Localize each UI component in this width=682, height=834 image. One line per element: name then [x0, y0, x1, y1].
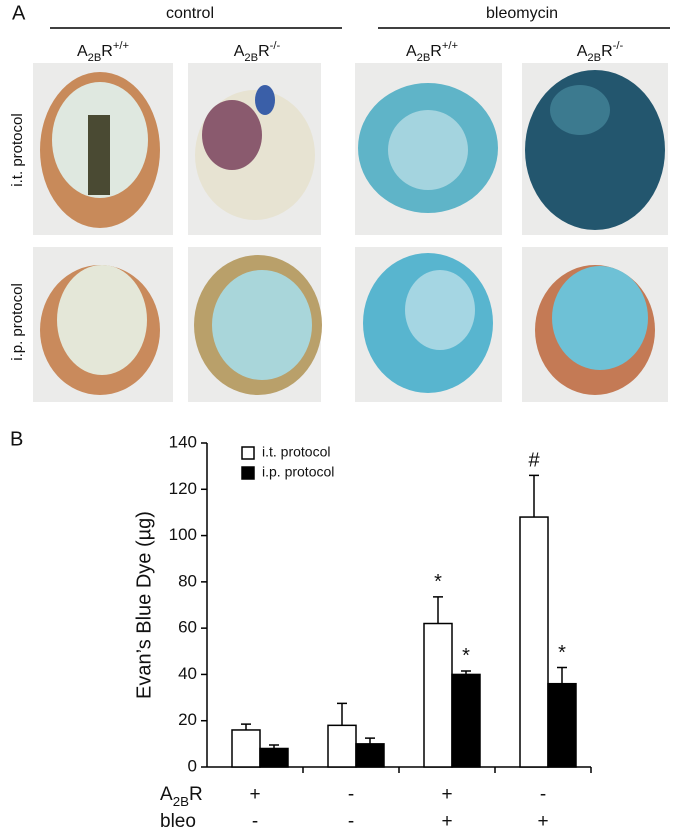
- y-tick-label: 40: [178, 664, 197, 683]
- label-part: A: [577, 43, 588, 60]
- bar: [547, 682, 577, 768]
- bar: [519, 516, 549, 768]
- lung: [212, 270, 312, 380]
- panel-label: B: [10, 428, 23, 450]
- lung: [57, 265, 147, 375]
- error-bar: [433, 596, 443, 624]
- label-part: R: [189, 784, 203, 805]
- legend-label: i.t. protocol: [262, 444, 330, 460]
- lung: [405, 270, 475, 350]
- label-part: 2B: [244, 52, 258, 64]
- label-part: R: [101, 43, 113, 60]
- label-part: 2B: [587, 52, 601, 64]
- significance: *: [462, 645, 470, 667]
- x-row-value: -: [540, 784, 546, 805]
- significance: *: [434, 571, 442, 593]
- significance: #: [528, 450, 540, 472]
- y-tick-label: 60: [178, 618, 197, 637]
- bar: [451, 673, 481, 768]
- error-bar: [269, 744, 279, 749]
- label-part: A: [234, 43, 245, 60]
- label-part: 2B: [173, 794, 189, 809]
- label-part: 2B: [417, 52, 431, 64]
- label-part: A: [77, 43, 88, 60]
- x-row-value: +: [441, 811, 452, 832]
- label: A2BR-/-: [577, 40, 624, 64]
- lung: [552, 266, 648, 370]
- bar: [423, 622, 453, 768]
- lung-photos: [33, 63, 668, 402]
- y-tick-label: 120: [169, 479, 197, 498]
- bar: [355, 743, 385, 768]
- label: A2BR+/+: [77, 40, 129, 64]
- label: bleo: [160, 811, 196, 832]
- x-row-value: +: [537, 811, 548, 832]
- label: A2BR-/-: [234, 40, 281, 64]
- lung: [255, 85, 275, 115]
- label-part: 2B: [88, 52, 102, 64]
- row-label: i.p. protocol: [9, 283, 26, 361]
- y-tick-label: 20: [178, 710, 197, 729]
- label-part: A: [406, 43, 417, 60]
- y-tick-label: 140: [169, 432, 197, 451]
- label-part: A: [160, 784, 173, 805]
- label-part: -/-: [613, 40, 624, 52]
- group-label: bleomycin: [486, 5, 558, 22]
- lung: [388, 110, 468, 190]
- x-row-value: -: [348, 784, 354, 805]
- y-tick-label: 100: [169, 525, 197, 544]
- y-axis-label: Evan’s Blue Dye (µg): [133, 511, 155, 699]
- label: A2BR+/+: [406, 40, 458, 64]
- label-part: +/+: [442, 40, 458, 52]
- lung: [88, 115, 110, 195]
- error-bar: [557, 666, 567, 684]
- label-part: -/-: [270, 40, 281, 52]
- panel-label: A: [12, 2, 26, 24]
- error-bar: [241, 723, 251, 730]
- lung: [550, 85, 610, 135]
- bar: [327, 724, 357, 768]
- label-part: bleo: [160, 811, 196, 832]
- group-label: control: [166, 5, 214, 22]
- legend-swatch: [241, 466, 255, 480]
- row-label: i.t. protocol: [9, 113, 26, 186]
- legend-label: i.p. protocol: [262, 464, 334, 480]
- bar: [259, 747, 289, 768]
- lung: [202, 100, 262, 170]
- x-row-value: -: [252, 811, 258, 832]
- y-tick-label: 80: [178, 571, 197, 590]
- x-row-value: +: [441, 784, 452, 805]
- label-part: R: [258, 43, 270, 60]
- y-tick-label: 0: [188, 756, 197, 775]
- label: A2BR: [160, 784, 203, 809]
- bar: [231, 729, 261, 768]
- label-part: +/+: [113, 40, 129, 52]
- x-row-value: +: [249, 784, 260, 805]
- x-row-value: -: [348, 811, 354, 832]
- label-part: R: [430, 43, 442, 60]
- significance: *: [558, 642, 566, 664]
- error-bar: [529, 474, 539, 518]
- error-bar: [461, 670, 471, 675]
- error-bar: [365, 737, 375, 744]
- label-part: R: [601, 43, 613, 60]
- error-bar: [337, 702, 347, 726]
- legend-swatch: [241, 446, 255, 460]
